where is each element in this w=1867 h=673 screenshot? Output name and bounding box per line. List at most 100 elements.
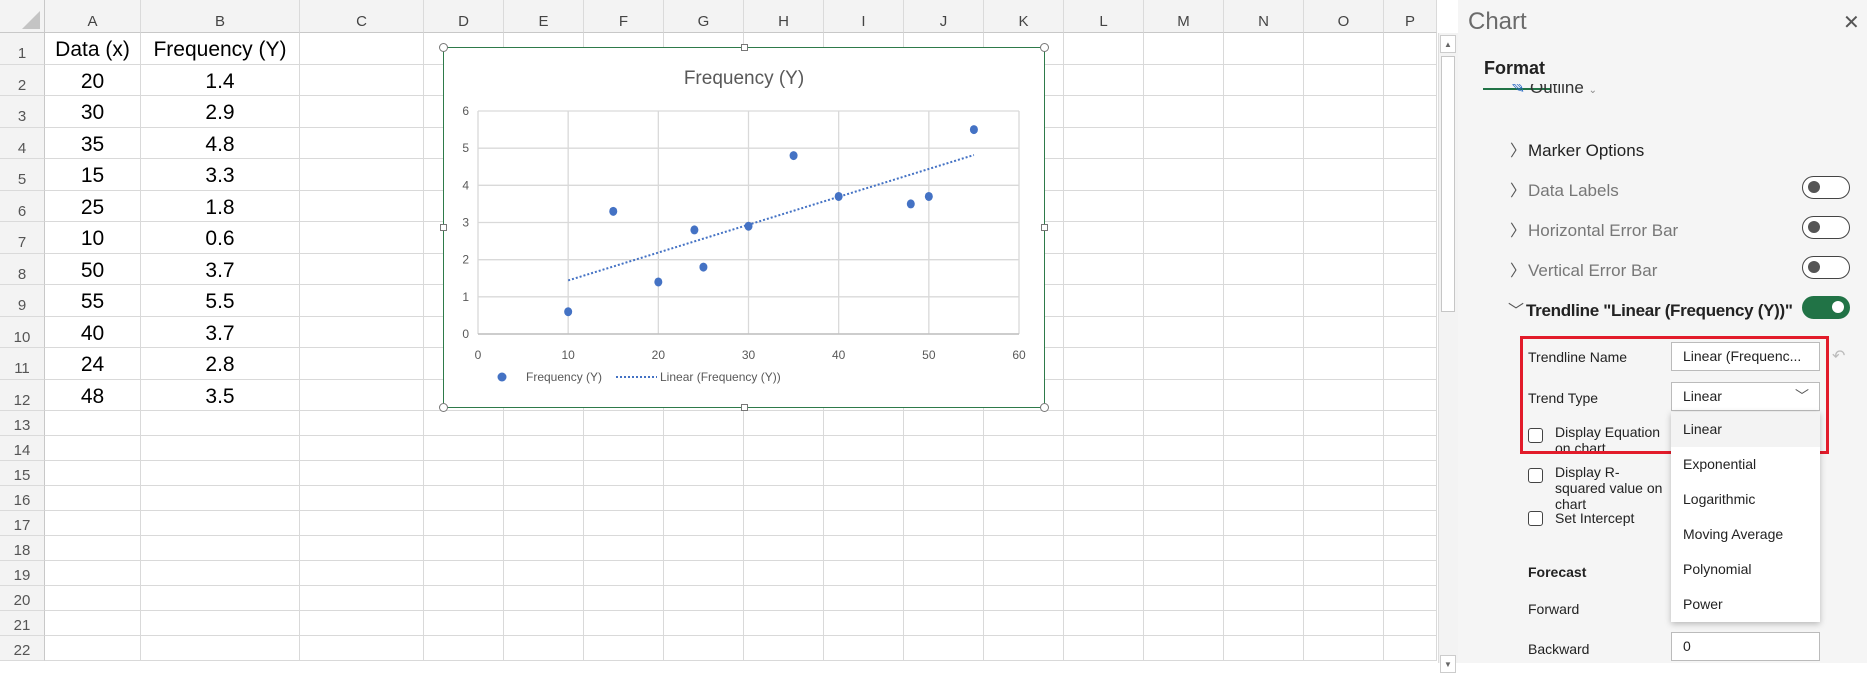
scroll-down-arrow-icon[interactable]: ▼ (1440, 655, 1456, 673)
cell-K17[interactable] (984, 511, 1064, 536)
cell-C18[interactable] (300, 536, 424, 561)
cell-F19[interactable] (584, 561, 664, 586)
cell-A15[interactable] (45, 461, 141, 486)
cell-I19[interactable] (824, 561, 904, 586)
cell-C6[interactable] (300, 190, 424, 222)
cell-M6[interactable] (1144, 190, 1224, 222)
cell-B16[interactable] (141, 486, 300, 511)
column-header-J[interactable]: J (904, 0, 984, 33)
cell-N6[interactable] (1224, 190, 1304, 222)
cell-M3[interactable] (1144, 96, 1224, 128)
row-header[interactable]: 19 (0, 561, 45, 586)
cell-A7[interactable]: 10 (45, 222, 141, 254)
cell-F17[interactable] (584, 511, 664, 536)
cell-A17[interactable] (45, 511, 141, 536)
cell-A5[interactable]: 15 (45, 159, 141, 191)
resize-handle[interactable] (1040, 43, 1049, 52)
cell-F18[interactable] (584, 536, 664, 561)
cell-M20[interactable] (1144, 586, 1224, 611)
row-header[interactable]: 9 (0, 285, 45, 317)
resize-handle[interactable] (440, 224, 447, 231)
cell-L6[interactable] (1064, 190, 1144, 222)
data-point[interactable] (564, 307, 573, 317)
section-marker-options[interactable]: 〉 Marker Options (1510, 137, 1644, 161)
cell-B17[interactable] (141, 511, 300, 536)
cell-P2[interactable] (1384, 64, 1437, 96)
row-header[interactable]: 16 (0, 486, 45, 511)
cell-E17[interactable] (504, 511, 584, 536)
cell-N9[interactable] (1224, 285, 1304, 317)
cell-J18[interactable] (904, 536, 984, 561)
cell-A6[interactable]: 25 (45, 190, 141, 222)
cell-B8[interactable]: 3.7 (141, 253, 300, 285)
cell-K12[interactable] (984, 379, 1064, 411)
cell-M7[interactable] (1144, 222, 1224, 254)
cell-E13[interactable] (504, 411, 584, 436)
cell-E16[interactable] (504, 486, 584, 511)
cell-G14[interactable] (664, 436, 744, 461)
chart-legend[interactable]: Frequency (Y) Linear (Frequency (Y)) (497, 370, 781, 384)
cell-P11[interactable] (1384, 348, 1437, 380)
data-point[interactable] (609, 206, 618, 216)
column-header-F[interactable]: F (584, 0, 664, 33)
cell-J20[interactable] (904, 586, 984, 611)
trend-type-option[interactable]: Logarithmic (1683, 491, 1756, 507)
column-header-G[interactable]: G (664, 0, 744, 33)
cell-A13[interactable] (45, 411, 141, 436)
outline-section[interactable]: ✎ Outline ⌄ (1511, 84, 1597, 98)
cell-L14[interactable] (1064, 436, 1144, 461)
cell-J16[interactable] (904, 486, 984, 511)
cell-P22[interactable] (1384, 636, 1437, 661)
data-point[interactable] (699, 262, 708, 272)
row-header[interactable]: 1 (0, 33, 45, 65)
cell-M4[interactable] (1144, 127, 1224, 159)
cell-B11[interactable]: 2.8 (141, 348, 300, 380)
cell-M10[interactable] (1144, 316, 1224, 348)
cell-A21[interactable] (45, 611, 141, 636)
cell-A19[interactable] (45, 561, 141, 586)
cell-C11[interactable] (300, 348, 424, 380)
data-point[interactable] (834, 191, 843, 201)
data-labels-toggle[interactable] (1802, 176, 1850, 199)
column-header-A[interactable]: A (45, 0, 141, 33)
cell-B13[interactable] (141, 411, 300, 436)
cell-O13[interactable] (1304, 411, 1384, 436)
cell-O4[interactable] (1304, 127, 1384, 159)
cell-K19[interactable] (984, 561, 1064, 586)
cell-G16[interactable] (664, 486, 744, 511)
cell-I20[interactable] (824, 586, 904, 611)
cell-D17[interactable] (424, 511, 504, 536)
cell-B9[interactable]: 5.5 (141, 285, 300, 317)
cell-L17[interactable] (1064, 511, 1144, 536)
cell-F20[interactable] (584, 586, 664, 611)
cell-H22[interactable] (744, 636, 824, 661)
column-header-O[interactable]: O (1304, 0, 1384, 33)
reset-icon[interactable]: ↶ (1832, 348, 1846, 365)
row-header[interactable]: 4 (0, 127, 45, 159)
cell-N1[interactable] (1224, 33, 1304, 65)
cell-P5[interactable] (1384, 159, 1437, 191)
cell-L12[interactable] (1064, 379, 1144, 411)
row-header[interactable]: 6 (0, 190, 45, 222)
tab-format[interactable]: Format (1484, 58, 1546, 78)
row-header[interactable]: 5 (0, 159, 45, 191)
cell-D16[interactable] (424, 486, 504, 511)
cell-P6[interactable] (1384, 190, 1437, 222)
trendline-toggle[interactable] (1802, 296, 1850, 319)
scroll-up-arrow-icon[interactable]: ▲ (1440, 35, 1456, 53)
cell-A9[interactable]: 55 (45, 285, 141, 317)
cell-P18[interactable] (1384, 536, 1437, 561)
trend-type-option[interactable]: Power (1683, 596, 1723, 612)
cell-H19[interactable] (744, 561, 824, 586)
cell-L1[interactable] (1064, 33, 1144, 65)
cell-L18[interactable] (1064, 536, 1144, 561)
cell-N16[interactable] (1224, 486, 1304, 511)
cell-K13[interactable] (984, 411, 1064, 436)
cell-O6[interactable] (1304, 190, 1384, 222)
cell-A14[interactable] (45, 436, 141, 461)
cell-N4[interactable] (1224, 127, 1304, 159)
cell-P10[interactable] (1384, 316, 1437, 348)
resize-handle[interactable] (1041, 224, 1048, 231)
cell-N19[interactable] (1224, 561, 1304, 586)
cell-M21[interactable] (1144, 611, 1224, 636)
